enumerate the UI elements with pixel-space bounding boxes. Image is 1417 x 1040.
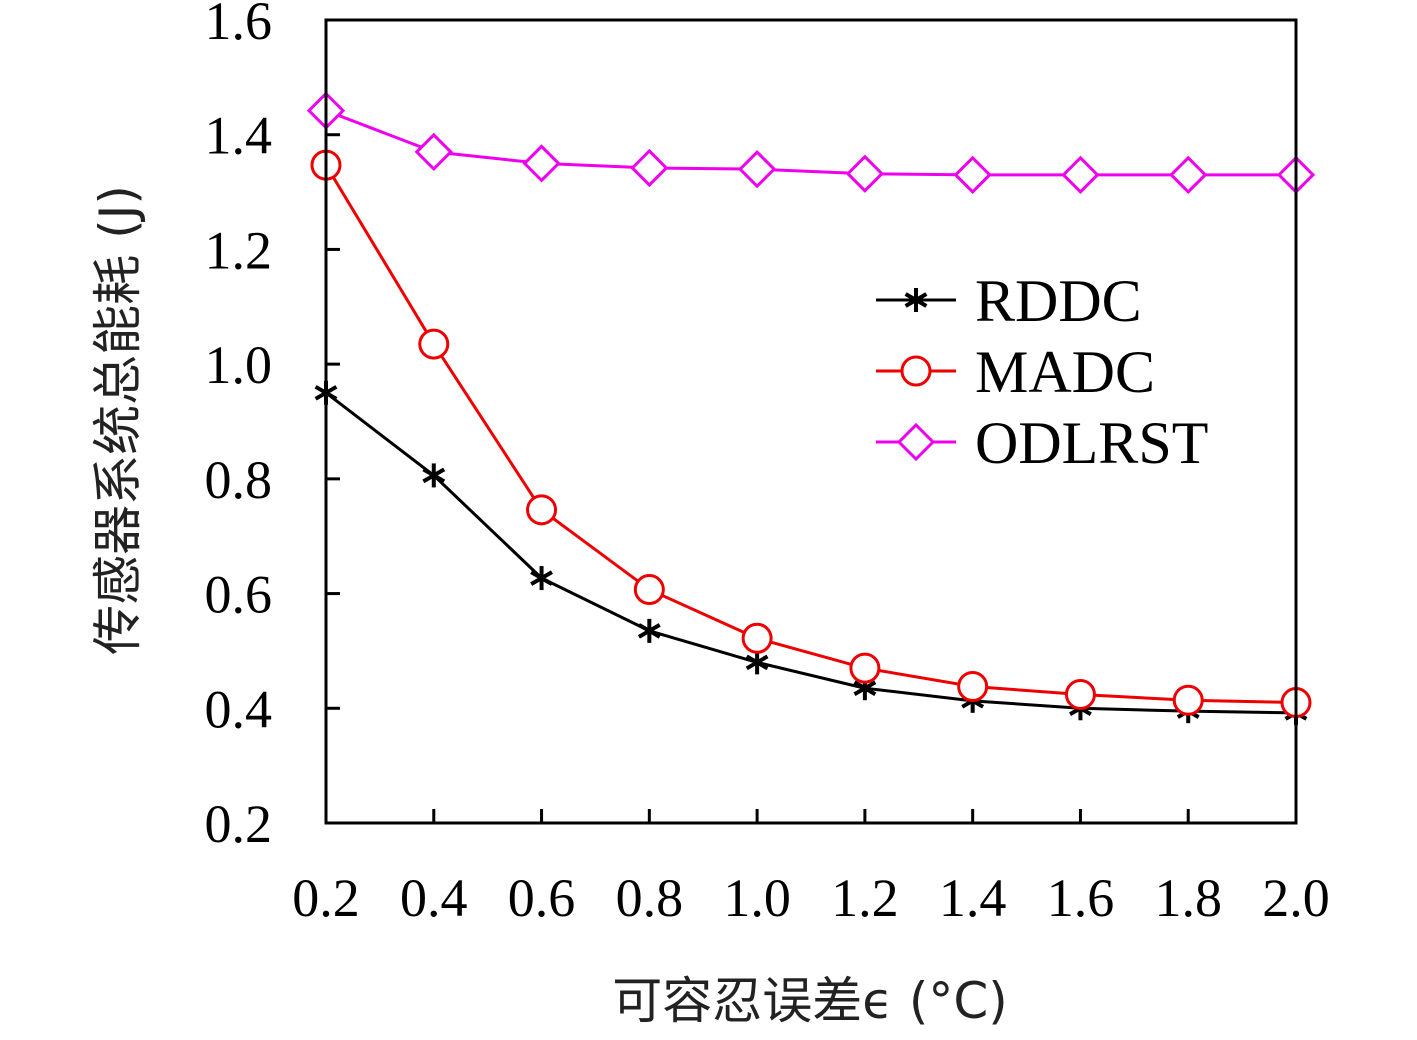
legend-marker-madc	[900, 355, 932, 387]
y-tick-label: 1.6	[205, 0, 273, 51]
y-tick-label: 0.6	[205, 565, 273, 625]
data-point-madc	[526, 494, 558, 526]
series-odlrst	[306, 91, 1316, 194]
data-point-odlrst	[630, 148, 669, 188]
data-point-madc	[1064, 679, 1096, 711]
data-point-madc	[633, 574, 665, 606]
legend-item-odlrst: ODLRST	[876, 410, 1208, 476]
y-axis-label: 传感器系统总能耗 (J)	[89, 185, 147, 655]
data-point-rddc	[637, 618, 661, 643]
y-tick-label: 1.4	[205, 106, 273, 166]
x-axis-tick-labels: 0.2 0.4 0.6 0.8 1.0 1.2 1.4 1.6 1.8 2.0	[292, 868, 1330, 928]
data-point-odlrst	[414, 132, 453, 172]
y-tick-label: 1.2	[205, 220, 273, 280]
plot-series-layer	[306, 91, 1316, 725]
y-tick-label: 0.4	[205, 679, 273, 739]
data-point-odlrst	[1061, 155, 1100, 194]
series-madc	[310, 149, 1312, 719]
legend-marker-rddc	[904, 288, 928, 312]
series-line-odlrst	[325, 109, 1296, 177]
x-tick-label: 0.4	[400, 868, 468, 928]
y-tick-label: 0.8	[205, 450, 273, 510]
data-point-rddc	[745, 650, 769, 675]
series-line-rddc	[325, 391, 1297, 715]
y-tick-label: 0.2	[205, 794, 273, 854]
x-tick-label: 1.0	[723, 868, 791, 928]
y-axis-tick-labels: 0.2 0.4 0.6 0.8 1.0 1.2 1.4 1.6	[205, 0, 273, 854]
legend-marker-odlrst	[896, 422, 936, 462]
data-point-rddc	[422, 463, 446, 488]
data-point-madc	[741, 622, 773, 654]
y-tick-label: 1.0	[205, 335, 273, 395]
data-point-madc	[957, 670, 989, 702]
axis-ticks	[324, 18, 1298, 825]
legend-label-odlrst: ODLRST	[975, 410, 1208, 476]
data-point-madc	[849, 652, 881, 684]
legend-label-madc: MADC	[975, 339, 1155, 405]
x-axis-label: 可容忍误差ϵ (°C)	[612, 972, 1008, 1030]
x-tick-label: 1.6	[1047, 868, 1115, 928]
x-tick-label: 0.6	[508, 868, 576, 928]
data-point-odlrst	[737, 150, 777, 189]
legend-item-madc: MADC	[876, 339, 1155, 405]
data-point-odlrst	[845, 154, 885, 193]
data-point-rddc	[530, 566, 553, 591]
plot-frame	[324, 18, 1298, 825]
series-line-madc	[324, 164, 1297, 705]
legend-item-rddc: RDDC	[876, 268, 1142, 334]
x-tick-label: 1.8	[1154, 868, 1222, 928]
legend-label-rddc: RDDC	[975, 268, 1142, 334]
x-tick-label: 1.2	[831, 868, 899, 928]
x-tick-label: 0.2	[292, 868, 360, 928]
data-point-madc	[418, 328, 450, 360]
data-point-madc	[1172, 684, 1204, 716]
x-tick-label: 1.4	[939, 868, 1007, 928]
data-point-odlrst	[953, 155, 992, 194]
data-point-odlrst	[522, 144, 561, 183]
x-tick-label: 2.0	[1262, 868, 1330, 928]
x-tick-label: 0.8	[616, 868, 684, 928]
data-point-odlrst	[1169, 155, 1208, 194]
